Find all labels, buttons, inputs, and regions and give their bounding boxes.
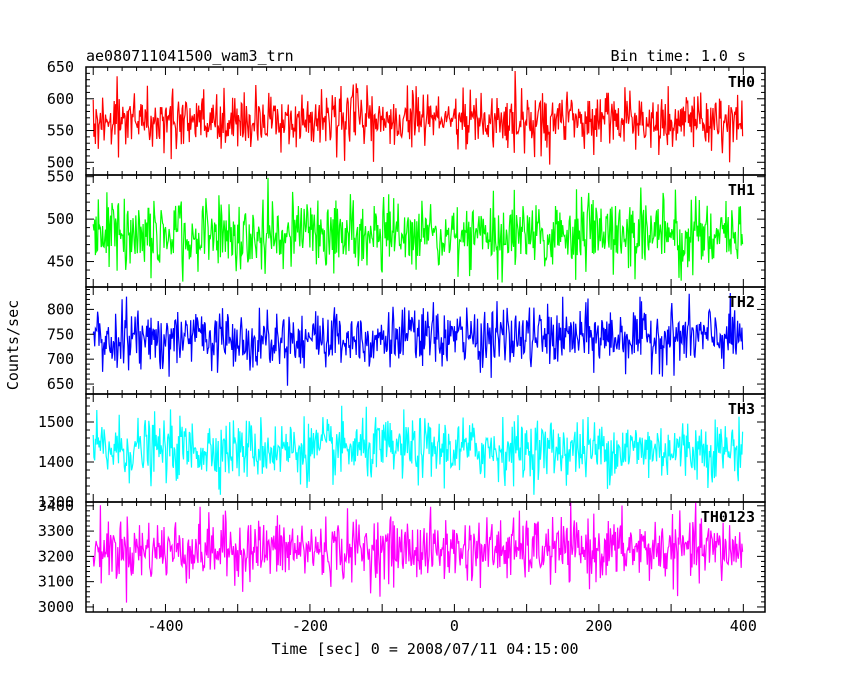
y-tick-label: 3000 — [38, 598, 74, 616]
y-tick-label: 750 — [47, 325, 74, 343]
panel-label-th0123: TH0123 — [701, 508, 755, 526]
panel-label-th0: TH0 — [728, 73, 755, 91]
panel-label-th3: TH3 — [728, 400, 755, 418]
y-tick-label: 600 — [47, 90, 74, 108]
x-tick-label: -400 — [147, 617, 183, 635]
y-tick-label: 700 — [47, 350, 74, 368]
series-line-th3 — [92, 405, 744, 495]
y-axis-label: Counts/sec — [4, 300, 22, 390]
x-tick-label: 400 — [730, 617, 757, 635]
panel-th3: 1300 1400 1500 TH3 — [38, 393, 766, 511]
x-tick-labels: -400 -200 0 200 400 — [147, 617, 756, 635]
y-tick-label: 3100 — [38, 573, 74, 591]
y-tick-label: 450 — [47, 253, 74, 271]
y-tick-label: 800 — [47, 300, 74, 318]
panel-label-th1: TH1 — [728, 181, 755, 199]
y-tick-label: 550 — [47, 168, 74, 186]
y-tick-label: 1500 — [38, 413, 74, 431]
y-tick-label: 3400 — [38, 497, 74, 515]
series-line-th0 — [92, 70, 744, 165]
y-tick-label: 1300 — [38, 493, 74, 511]
panel-th1: 450 500 550 TH1 — [47, 168, 766, 288]
x-tick-label: -200 — [292, 617, 328, 635]
series-line-th0123 — [92, 502, 744, 603]
y-tick-label: 1400 — [38, 453, 74, 471]
panel-frame — [85, 501, 766, 613]
y-tick-label: 500 — [47, 210, 74, 228]
panel-th0123: 3000 3100 3200 3300 3400 TH0123 — [38, 497, 766, 616]
series-line-th1 — [92, 177, 744, 283]
panel-label-th2: TH2 — [728, 293, 755, 311]
x-tick-label: 200 — [585, 617, 612, 635]
series-line-th2 — [92, 292, 744, 386]
x-axis-label: Time [sec] 0 = 2008/07/11 04:15:00 — [271, 640, 578, 658]
y-tick-label: 500 — [47, 153, 74, 171]
y-tick-label: 3300 — [38, 522, 74, 540]
panel-frame — [85, 393, 766, 503]
x-tick-label: 0 — [450, 617, 459, 635]
panel-th2: 650 700 750 800 TH2 — [47, 286, 766, 395]
y-tick-label: 550 — [47, 122, 74, 140]
chart-title: ae080711041500_wam3_trn — [86, 47, 294, 65]
bin-time-label: Bin time: 1.0 s — [611, 47, 746, 65]
y-tick-label: 3200 — [38, 547, 74, 565]
y-tick-label: 650 — [47, 375, 74, 393]
panel-th0: 500 550 600 650 TH0 — [47, 58, 766, 176]
y-tick-label: 650 — [47, 58, 74, 76]
